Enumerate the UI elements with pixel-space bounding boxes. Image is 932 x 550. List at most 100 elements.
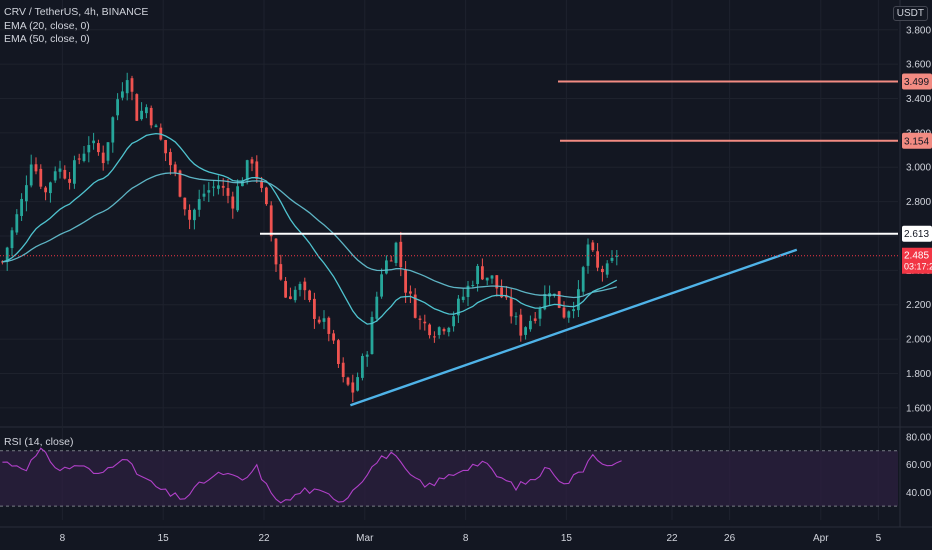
candle-body	[265, 187, 268, 205]
candle-body	[39, 168, 43, 187]
candle-body	[25, 185, 28, 202]
candle-body	[202, 193, 206, 197]
candle-body	[197, 199, 201, 210]
candle-body	[231, 196, 235, 209]
candle-body	[337, 340, 340, 364]
candle-body	[116, 99, 119, 116]
rsi-tick-label: 60.00	[906, 460, 931, 471]
candle-body	[413, 294, 417, 318]
candle-body	[533, 318, 537, 321]
candle-body	[173, 164, 177, 173]
candle-body	[308, 290, 311, 301]
time-tick-label: 8	[463, 533, 469, 544]
candle-body	[351, 382, 355, 393]
candle-body	[250, 159, 254, 164]
candle-body	[370, 317, 374, 355]
rsi-tick-label: 40.00	[906, 488, 931, 499]
candle-body	[423, 321, 427, 324]
candle-body	[577, 289, 580, 311]
candle-body	[394, 242, 398, 263]
candle-body	[610, 257, 614, 261]
candle-body	[284, 281, 287, 298]
candle-body	[466, 285, 470, 298]
candle-body	[77, 158, 81, 160]
candle-body	[212, 186, 215, 188]
time-tick-label: Apr	[813, 533, 829, 544]
ema20-legend[interactable]: EMA (20, close, 0)	[4, 19, 90, 32]
candle-body	[274, 238, 278, 265]
candle-body	[505, 295, 508, 298]
candle-body	[303, 281, 307, 291]
candle-body	[169, 152, 172, 166]
candle-body	[428, 324, 431, 336]
candle-body	[241, 180, 244, 187]
ascending-trendline	[350, 248, 798, 407]
candle-body	[269, 205, 273, 237]
level-price-tag	[902, 132, 932, 149]
candle-body	[164, 139, 167, 154]
candle-body	[605, 263, 609, 275]
candle-body	[538, 308, 542, 319]
candle-body	[495, 275, 499, 289]
price-tick-label: 3.600	[906, 60, 931, 71]
candle-body	[63, 169, 67, 179]
time-tick-label: 15	[158, 533, 170, 544]
candle-body	[375, 296, 379, 319]
price-tick-label: 1.600	[906, 403, 931, 414]
candle-body	[586, 244, 590, 266]
rsi-legend[interactable]: RSI (14, close)	[4, 436, 74, 448]
candle-body	[207, 190, 211, 193]
candle-body	[418, 318, 422, 320]
candle-body	[10, 230, 14, 249]
candle-body	[433, 336, 436, 338]
time-tick-label: 22	[666, 533, 678, 544]
candle-body	[49, 182, 52, 194]
candle-body	[92, 140, 95, 144]
candle-body	[500, 287, 503, 298]
candle-body	[581, 267, 585, 292]
level-price-label: 3.499	[904, 77, 929, 88]
candle-body	[572, 309, 575, 312]
candle-body	[341, 362, 345, 377]
candle-body	[442, 329, 446, 332]
ema50-line	[2, 172, 617, 299]
candle-body	[514, 316, 518, 318]
candle-body	[601, 268, 604, 273]
level-price-label: 2.613	[904, 229, 929, 240]
candle-body	[260, 180, 263, 188]
candle-body	[255, 161, 259, 179]
candle-body	[389, 260, 393, 262]
candle-body	[356, 377, 359, 391]
candle-body	[332, 333, 335, 341]
candle-body	[5, 247, 9, 262]
candle-body	[490, 275, 494, 279]
candle-body	[615, 255, 619, 257]
candle-body	[346, 377, 350, 385]
candle-body	[591, 242, 595, 251]
last-price-label: 2.485	[904, 251, 929, 262]
candle-body	[221, 185, 225, 188]
candle-body	[519, 314, 523, 336]
symbol-title[interactable]: CRV / TetherUS, 4h, BINANCE	[4, 6, 149, 18]
ema50-legend[interactable]: EMA (50, close, 0)	[4, 33, 90, 45]
price-tick-label: 2.000	[906, 335, 931, 346]
candle-body	[68, 179, 71, 183]
candle-body	[236, 186, 239, 211]
candle-body	[409, 291, 412, 294]
level-price-label: 3.154	[904, 136, 929, 147]
time-tick-label: Mar	[356, 533, 374, 544]
currency-label[interactable]: USDT	[892, 6, 928, 21]
candle-body	[327, 317, 331, 334]
level-price-tag	[902, 225, 932, 242]
time-tick-label: 8	[60, 533, 66, 544]
candle-body	[154, 125, 158, 128]
candle-body	[481, 266, 484, 280]
candle-body	[1, 261, 4, 263]
candle-body	[385, 260, 388, 274]
candle-body	[543, 294, 547, 310]
time-tick-label: 22	[258, 533, 270, 544]
candle-body	[44, 187, 47, 193]
candle-body	[476, 266, 479, 285]
